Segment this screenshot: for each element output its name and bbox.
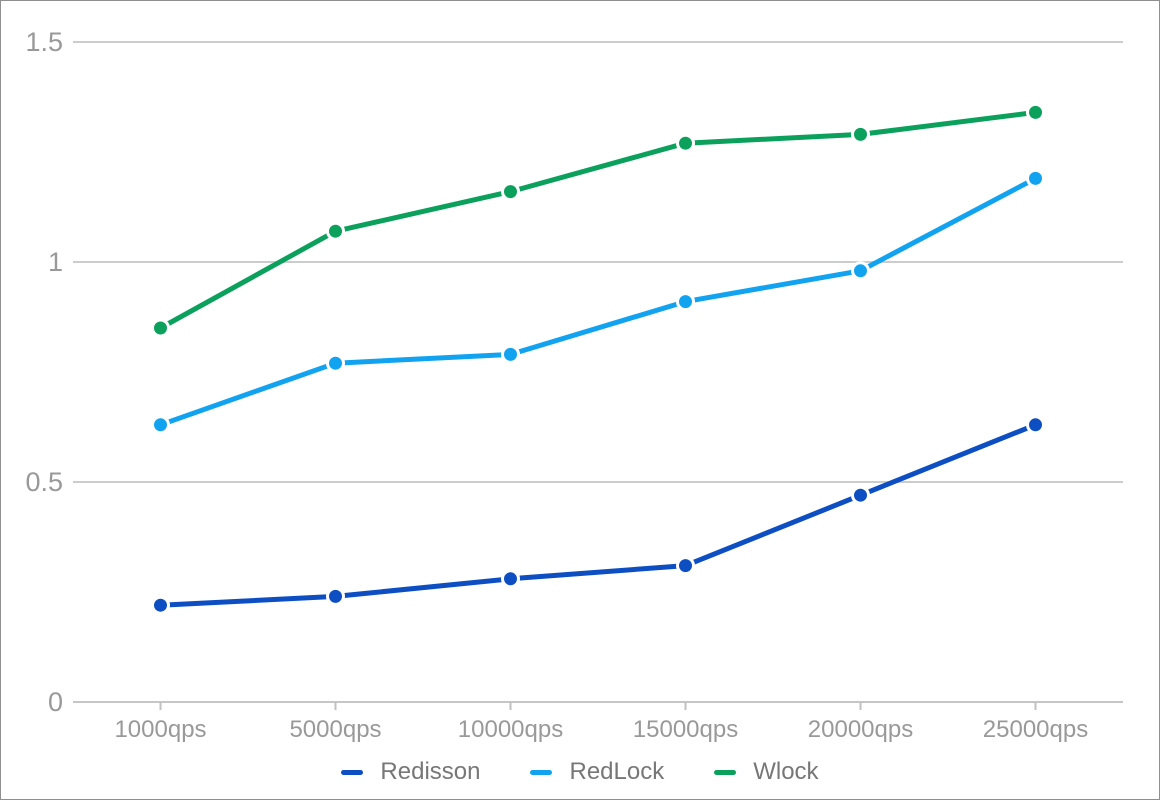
legend-marker-wlock	[714, 769, 737, 775]
legend-marker-redisson	[341, 769, 364, 775]
data-point-wlock-25000qps	[1026, 102, 1045, 122]
data-point-redisson-15000qps	[676, 556, 695, 576]
series-line-redlock	[158, 175, 1038, 428]
legend-item-wlock[interactable]: Wlock	[714, 758, 819, 785]
data-point-wlock-1000qps	[151, 318, 170, 338]
x-axis-labels-group: 1000qps 5000qps 10000qps 15000qps 20000qps 25…	[114, 716, 1088, 743]
legend-marker-redlock	[530, 769, 553, 775]
data-point-redisson-25000qps	[1026, 415, 1045, 435]
data-point-redlock-10000qps	[501, 344, 520, 364]
data-point-redlock-1000qps	[151, 415, 170, 435]
x-axis-tick-label: 20000qps	[808, 716, 913, 743]
x-axis-tick-label: 15000qps	[633, 716, 738, 743]
x-axis-ticks-group	[159, 702, 1037, 710]
x-axis-tick-label: 5000qps	[289, 716, 381, 743]
gridlines-group	[73, 41, 1123, 703]
data-point-redlock-15000qps	[676, 292, 695, 312]
y-axis-tick-label: 0	[48, 687, 63, 717]
data-point-wlock-20000qps	[851, 124, 870, 144]
data-point-wlock-15000qps	[676, 133, 695, 153]
y-axis-tick-label: 1.5	[25, 27, 63, 57]
y-axis-tick-label: 0.5	[25, 467, 63, 497]
x-axis-tick-label: 25000qps	[983, 716, 1088, 743]
legend-label: Wlock	[753, 758, 819, 785]
y-axis-labels-group: 0 0.5 1 1.5	[25, 27, 63, 717]
data-point-redisson-20000qps	[851, 485, 870, 505]
data-point-redlock-25000qps	[1026, 168, 1045, 188]
x-axis-tick-label: 1000qps	[114, 716, 206, 743]
data-point-wlock-10000qps	[501, 182, 520, 202]
legend-item-redisson[interactable]: Redisson	[341, 760, 480, 784]
data-point-redisson-1000qps	[151, 595, 170, 615]
data-point-redlock-20000qps	[851, 261, 870, 281]
y-axis-tick-label: 1	[48, 247, 63, 277]
legend-label: RedLock	[569, 758, 665, 785]
series-points-group	[151, 102, 1045, 615]
legend-item-redlock[interactable]: RedLock	[530, 760, 664, 784]
chart-legend: Redisson RedLock Wlock	[1, 753, 1159, 791]
series-lines-group	[158, 109, 1038, 608]
series-line-wlock	[158, 109, 1038, 331]
data-point-wlock-5000qps	[326, 221, 345, 241]
series-line-redisson	[158, 422, 1038, 608]
x-axis-tick-label: 10000qps	[458, 716, 563, 743]
data-point-redisson-10000qps	[501, 569, 520, 589]
data-point-redlock-5000qps	[326, 353, 345, 373]
data-point-redisson-5000qps	[326, 586, 345, 606]
legend-label: Redisson	[380, 758, 481, 785]
